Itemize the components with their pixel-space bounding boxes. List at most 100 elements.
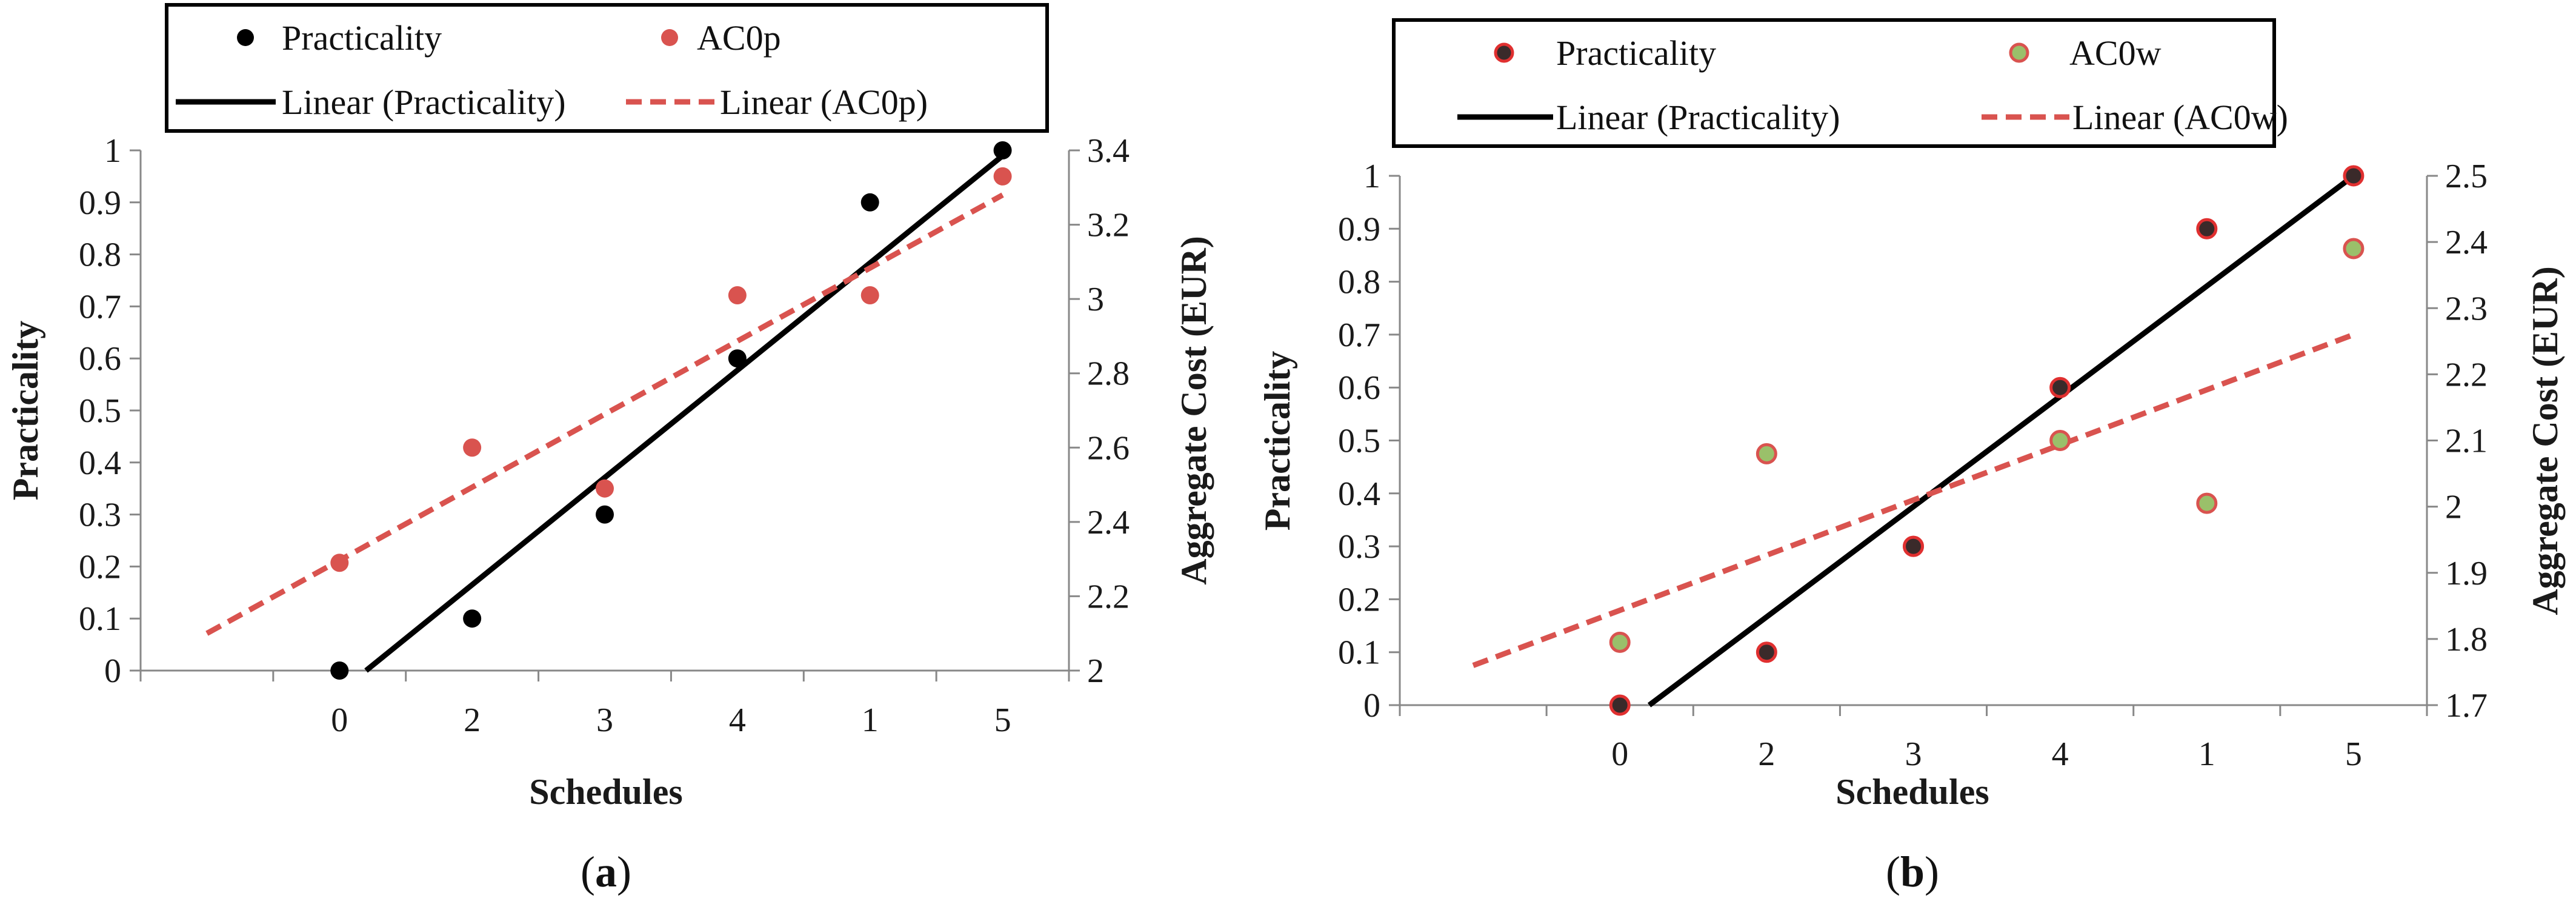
point-practicality-a — [860, 193, 879, 212]
axis-ticks-b: 0 0.1 0.2 0.3 0.4 0.5 0.6 0.7 0.8 0.9 1 1.7 1.8 1.9 2 2… — [1338, 158, 2488, 773]
x-tick-label-a: 2 — [464, 701, 481, 739]
trendlines-a — [205, 148, 1011, 673]
y-right-tick-label-a: 3.2 — [1087, 207, 1130, 244]
x-tick-label-a: 3 — [596, 701, 613, 739]
point-ac0p-a — [860, 286, 879, 305]
y-left-tick-label-a: 0.2 — [79, 548, 121, 586]
chart-panel-b: Practicality AC0w Linear (Practicality) … — [1257, 18, 2565, 896]
point-ac0w-b — [1609, 631, 1631, 653]
y-left-tick-label-a: 0.1 — [79, 600, 121, 638]
x-tick-label-b: 5 — [2345, 735, 2362, 773]
y-right-tick-label-a: 2 — [1087, 652, 1104, 690]
y-left-tick-label-b: 0.7 — [1338, 316, 1380, 354]
y-right-tick-label-a: 2.2 — [1087, 578, 1130, 615]
legend-marker-ac0w — [2009, 42, 2029, 63]
point-practicality-b — [1756, 641, 1777, 663]
legend-label-linear-ac0p: Linear (AC0p) — [720, 82, 928, 122]
x-tick-label-a: 4 — [729, 701, 746, 739]
y-left-tick-label-a: 0.9 — [79, 184, 121, 222]
x-axis-title-b: Schedules — [1835, 772, 1989, 812]
chart-panel-a: Practicality AC0p Linear (Practicality) … — [5, 3, 1214, 896]
point-ac0w-b — [2196, 492, 2218, 514]
point-practicality-a — [330, 661, 349, 680]
y-right-tick-label-b: 2.5 — [2445, 158, 2488, 195]
y-left-tick-label-a: 0 — [104, 652, 121, 690]
y-right-tick-label-a: 3 — [1087, 281, 1104, 318]
y-right-tick-label-b: 1.7 — [2445, 687, 2488, 725]
y-left-tick-label-b: 0.1 — [1338, 634, 1380, 672]
y-right-tick-label-b: 2.4 — [2445, 224, 2488, 261]
x-tick-label-b: 4 — [2052, 735, 2069, 773]
point-practicality-a — [993, 141, 1012, 159]
point-practicality-a — [728, 349, 747, 368]
point-practicality-b — [2196, 218, 2218, 239]
legend-box-b — [1392, 18, 2276, 148]
y-left-tick-label-b: 1 — [1363, 158, 1380, 195]
point-ac0w-b — [2343, 238, 2365, 259]
y-left-tick-label-a: 0.6 — [79, 340, 121, 378]
legend-label-practicality-b: Practicality — [1556, 33, 1716, 73]
point-ac0p-a — [596, 479, 614, 498]
y-right-tick-label-a: 2.6 — [1087, 429, 1130, 467]
y-axis-title-right-a: Aggregate Cost (EUR) — [1174, 236, 1214, 584]
y-right-tick-label-a: 3.4 — [1087, 132, 1130, 170]
y-axis-title-right-b: Aggregate Cost (EUR) — [2525, 266, 2565, 615]
trendline-linear-ac0p-a — [205, 192, 1004, 636]
point-practicality-b — [1903, 535, 1924, 557]
y-left-tick-label-a: 0.5 — [79, 392, 121, 430]
point-practicality-a — [463, 609, 482, 628]
x-tick-label-b: 3 — [1905, 735, 1922, 773]
y-left-tick-label-a: 0.8 — [79, 236, 121, 274]
y-axis-title-left-b: Practicality — [1257, 351, 1297, 531]
y-right-tick-label-b: 1.8 — [2445, 621, 2488, 658]
axis-ticks-a: 0 0.1 0.2 0.3 0.4 0.5 0.6 0.7 0.8 0.9 1 2 2.2 2.4 2.6 2… — [79, 132, 1130, 739]
point-ac0p-a — [728, 286, 747, 305]
y-right-tick-label-b: 2.1 — [2445, 423, 2488, 460]
data-points-a — [330, 141, 1012, 680]
y-left-tick-label-a: 0.4 — [79, 444, 121, 482]
legend-marker-practicality-b — [1494, 42, 1514, 63]
point-ac0w-b — [2049, 430, 2071, 451]
y-left-tick-label-b: 0.2 — [1338, 581, 1380, 618]
panel-caption-a: (a) — [581, 848, 631, 896]
x-axis-title-a: Schedules — [529, 772, 682, 812]
y-left-tick-label-b: 0.5 — [1338, 423, 1380, 460]
point-practicality-a — [596, 505, 614, 524]
legend-box-a — [165, 3, 1049, 133]
trendline-linear-practicality-b — [1647, 173, 2355, 708]
x-tick-label-a: 0 — [331, 701, 348, 739]
point-practicality-b — [2049, 377, 2071, 398]
y-right-tick-label-b: 2.2 — [2445, 356, 2488, 393]
y-left-tick-label-a: 0.3 — [79, 497, 121, 534]
trendline-linear-practicality-a — [364, 148, 1011, 673]
y-left-tick-label-a: 1 — [104, 132, 121, 170]
point-practicality-b — [2343, 165, 2365, 187]
legend-label-linear-practicality-a: Linear (Practicality) — [282, 82, 566, 122]
y-left-tick-label-a: 0.7 — [79, 288, 121, 326]
y-axis-title-left-a: Practicality — [5, 321, 45, 501]
point-ac0p-a — [463, 438, 482, 457]
x-tick-label-b: 1 — [2198, 735, 2215, 773]
point-ac0w-b — [1756, 443, 1777, 464]
legend-label-ac0p: AC0p — [697, 18, 781, 58]
legend-marker-ac0p — [661, 29, 678, 46]
x-tick-label-a: 1 — [862, 701, 879, 739]
data-points-b — [1609, 165, 2365, 716]
x-tick-label-b: 0 — [1611, 735, 1628, 773]
x-tick-label-a: 5 — [994, 701, 1011, 739]
trendlines-b — [1472, 173, 2355, 708]
point-practicality-b — [1609, 694, 1631, 716]
legend-marker-practicality-a — [237, 29, 254, 46]
panel-caption-b: (b) — [1886, 848, 1939, 896]
y-left-tick-label-b: 0 — [1363, 687, 1380, 725]
y-right-tick-label-b: 2.3 — [2445, 290, 2488, 327]
y-left-tick-label-b: 0.6 — [1338, 369, 1380, 407]
x-tick-label-b: 2 — [1758, 735, 1775, 773]
trendline-linear-ac0w-b — [1472, 332, 2355, 668]
y-right-tick-label-b: 2 — [2445, 489, 2462, 526]
legend-label-linear-ac0w: Linear (AC0w) — [2072, 98, 2288, 137]
point-ac0p-a — [993, 167, 1012, 186]
legend-label-linear-practicality-b: Linear (Practicality) — [1556, 98, 1840, 137]
legend-label-practicality-a: Practicality — [282, 18, 442, 58]
